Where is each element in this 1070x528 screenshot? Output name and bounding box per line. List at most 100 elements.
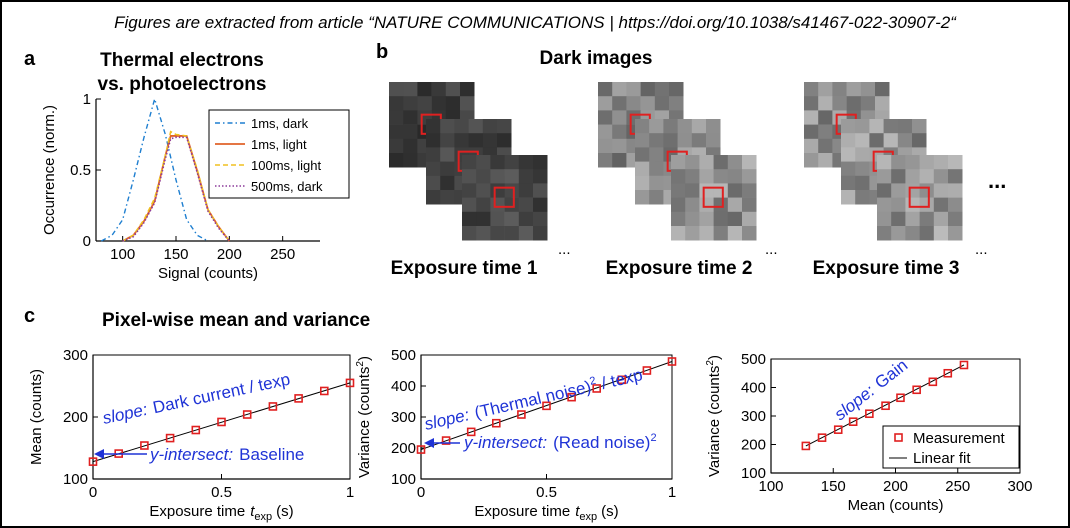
pixel (598, 153, 613, 168)
pixel (669, 82, 684, 97)
pixel (713, 197, 729, 213)
pixel (598, 138, 613, 154)
pixel (699, 197, 714, 213)
pixel (640, 96, 656, 111)
pixel (533, 155, 548, 170)
linear-fit-line (420, 361, 673, 451)
x-axis-label: Mean (counts) (848, 497, 944, 514)
panel-c-gain-plot: 100 150 200 250 300 100 200 300 400 500 Mean (coun… (705, 351, 1033, 514)
pixel (403, 110, 418, 125)
pixel (860, 96, 876, 111)
pixel (948, 183, 963, 198)
y-tick-label: 0 (83, 233, 91, 250)
pixel (869, 119, 884, 134)
pixel (476, 183, 491, 198)
y-tick-label: 0.5 (70, 162, 91, 179)
legend-box (208, 109, 350, 199)
x-axis-label: Signal (counts) (158, 265, 258, 282)
y-tick-label: 100 (741, 465, 766, 482)
pixel (877, 226, 892, 241)
x-tick-label: 0 (89, 484, 97, 501)
panel-a-letter: a (24, 48, 36, 70)
pixel (699, 211, 714, 227)
x-axis-label: Exposure time texp (s) (149, 503, 293, 523)
x-tick-label: 250 (270, 246, 295, 263)
pixel (403, 153, 418, 168)
pixel (742, 197, 757, 213)
pixel (490, 211, 505, 227)
y-tick-label: 300 (63, 347, 88, 364)
exposure-label-1: Exposure time 1 (391, 258, 538, 279)
pixel (841, 133, 856, 148)
y-tick-label: 1 (83, 91, 91, 108)
dark-image (462, 155, 548, 241)
pixel (518, 197, 534, 213)
pixel (818, 82, 833, 97)
pixel (855, 147, 870, 162)
pixel (685, 183, 700, 198)
pixel (635, 119, 650, 134)
pixel (727, 197, 743, 213)
y-tick-label: 300 (391, 409, 416, 426)
linear-fit-line (805, 364, 965, 447)
panel-a-legend: 1ms, dark 1ms, light 100ms, light 500ms, da… (208, 109, 350, 199)
measurement-marker (617, 375, 627, 385)
pixel (804, 82, 819, 97)
measurement-marker (896, 393, 905, 403)
c1-arrow (94, 449, 147, 459)
pixel (877, 155, 892, 170)
pixel (612, 124, 627, 140)
x-axis-label: Exposure time texp (s) (474, 503, 618, 523)
measurement-marker (319, 386, 329, 396)
pixel (440, 175, 455, 191)
x-tick-label: 100 (758, 478, 783, 495)
measurement-marker (345, 378, 355, 388)
pixel (454, 133, 469, 148)
measurement-marker (294, 394, 303, 403)
pixel (713, 183, 729, 198)
y-axis-label: Occurrence (norm.) (41, 105, 58, 235)
measurement-marker (542, 401, 551, 411)
x-tick-label: 150 (821, 478, 846, 495)
pixel (635, 161, 650, 177)
pixel (948, 169, 963, 184)
pixel (891, 169, 906, 184)
pixel (654, 82, 670, 97)
pixel (875, 82, 890, 97)
measurement-marker (491, 418, 501, 428)
pixel (518, 211, 534, 227)
pixel (440, 190, 455, 205)
pixel (832, 82, 847, 97)
pixel (713, 155, 729, 170)
pixel (671, 211, 686, 227)
pixel (869, 133, 884, 148)
pixel (742, 226, 757, 241)
pixel (612, 96, 627, 111)
pixel (727, 211, 743, 227)
pixel (426, 161, 441, 177)
pixel (691, 133, 707, 148)
pixel (426, 175, 441, 191)
pixel (663, 119, 678, 134)
pixel (654, 96, 670, 111)
series-line (122, 130, 230, 242)
exposure-label-2: Exposure time 2 (606, 258, 753, 279)
pixel (948, 197, 963, 213)
pixel (877, 183, 892, 198)
measurement-marker (140, 441, 149, 450)
pixel (818, 110, 833, 125)
pixel (804, 153, 819, 168)
y-axis-label: Variance (counts2) (705, 355, 723, 477)
y-tick-label: 300 (741, 408, 766, 425)
panel-a-title-line2: vs. photoelectrons (98, 74, 267, 95)
x-tick-label: 250 (945, 478, 970, 495)
pixel (462, 183, 477, 198)
pixel (533, 197, 548, 213)
measurement-marker (865, 409, 874, 419)
pixel (640, 82, 656, 97)
pixel (877, 211, 892, 227)
pixel (476, 211, 491, 227)
x-tick-label: 0.5 (536, 484, 557, 501)
pixel (897, 119, 913, 134)
pixel (649, 147, 664, 162)
